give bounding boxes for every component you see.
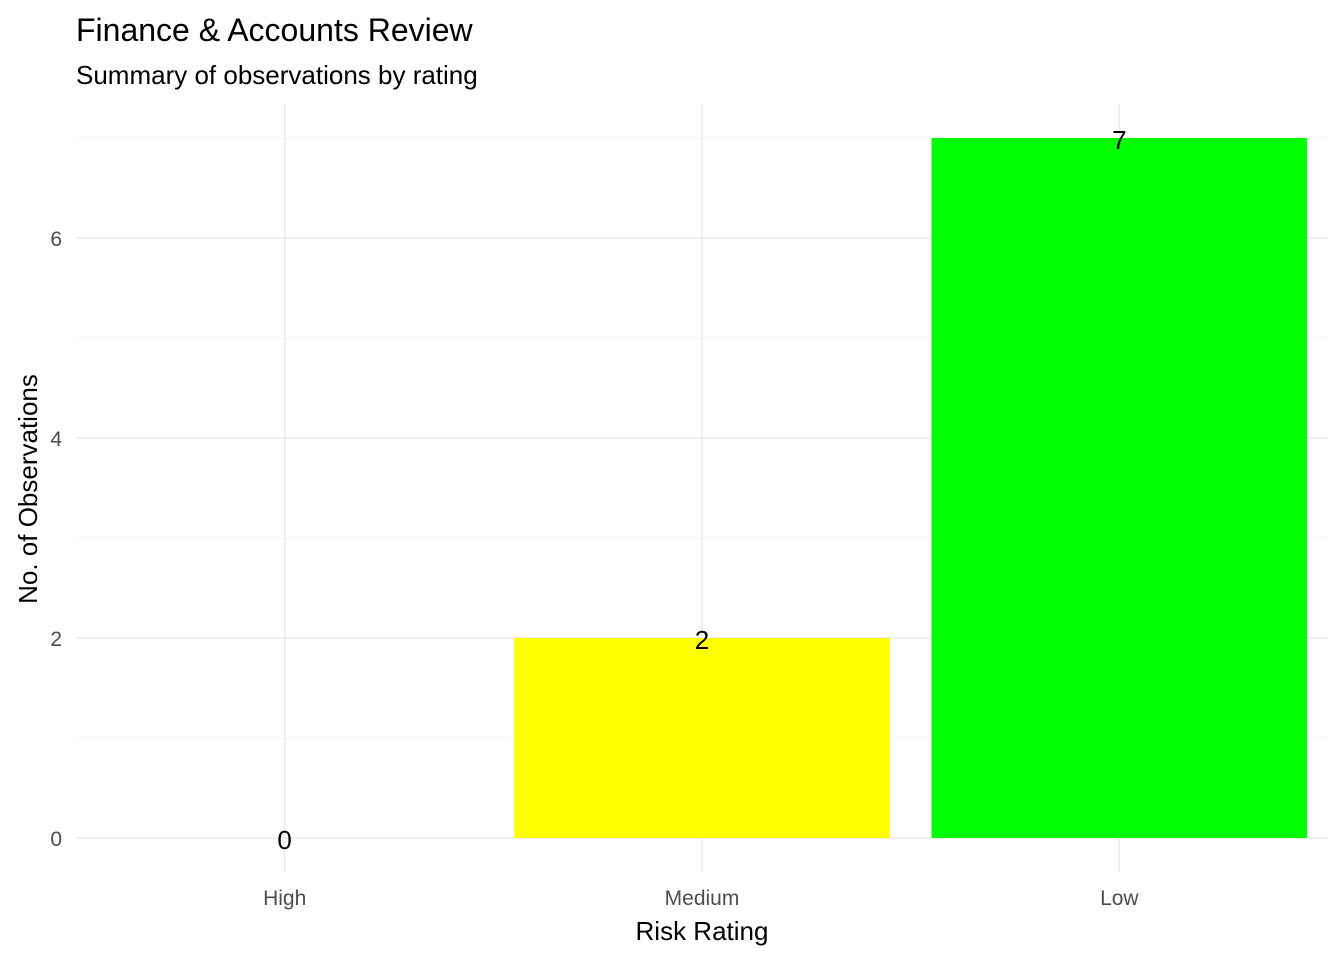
data-label-low: 7 — [1112, 125, 1126, 155]
x-tick-label: High — [263, 887, 306, 910]
x-tick-label: Low — [1100, 887, 1139, 910]
y-tick-label: 6 — [50, 228, 62, 251]
bar-low — [931, 138, 1308, 838]
data-label-high: 0 — [277, 825, 291, 855]
x-tick-label: Medium — [665, 887, 740, 910]
tick-labels: 0 2 4 6 High Medium Low — [50, 228, 1139, 910]
data-label-medium: 2 — [695, 625, 709, 655]
y-axis-title: No. of Observations — [13, 374, 43, 604]
bars — [514, 138, 1308, 838]
data-labels: 0 2 7 — [277, 125, 1126, 855]
chart-subtitle: Summary of observations by rating — [76, 60, 478, 90]
bar-medium — [514, 638, 890, 838]
y-tick-label: 4 — [50, 428, 62, 451]
y-tick-label: 2 — [50, 628, 62, 651]
y-tick-label: 0 — [50, 828, 62, 851]
x-axis-title: Risk Rating — [636, 916, 769, 946]
chart-title: Finance & Accounts Review — [76, 12, 474, 48]
